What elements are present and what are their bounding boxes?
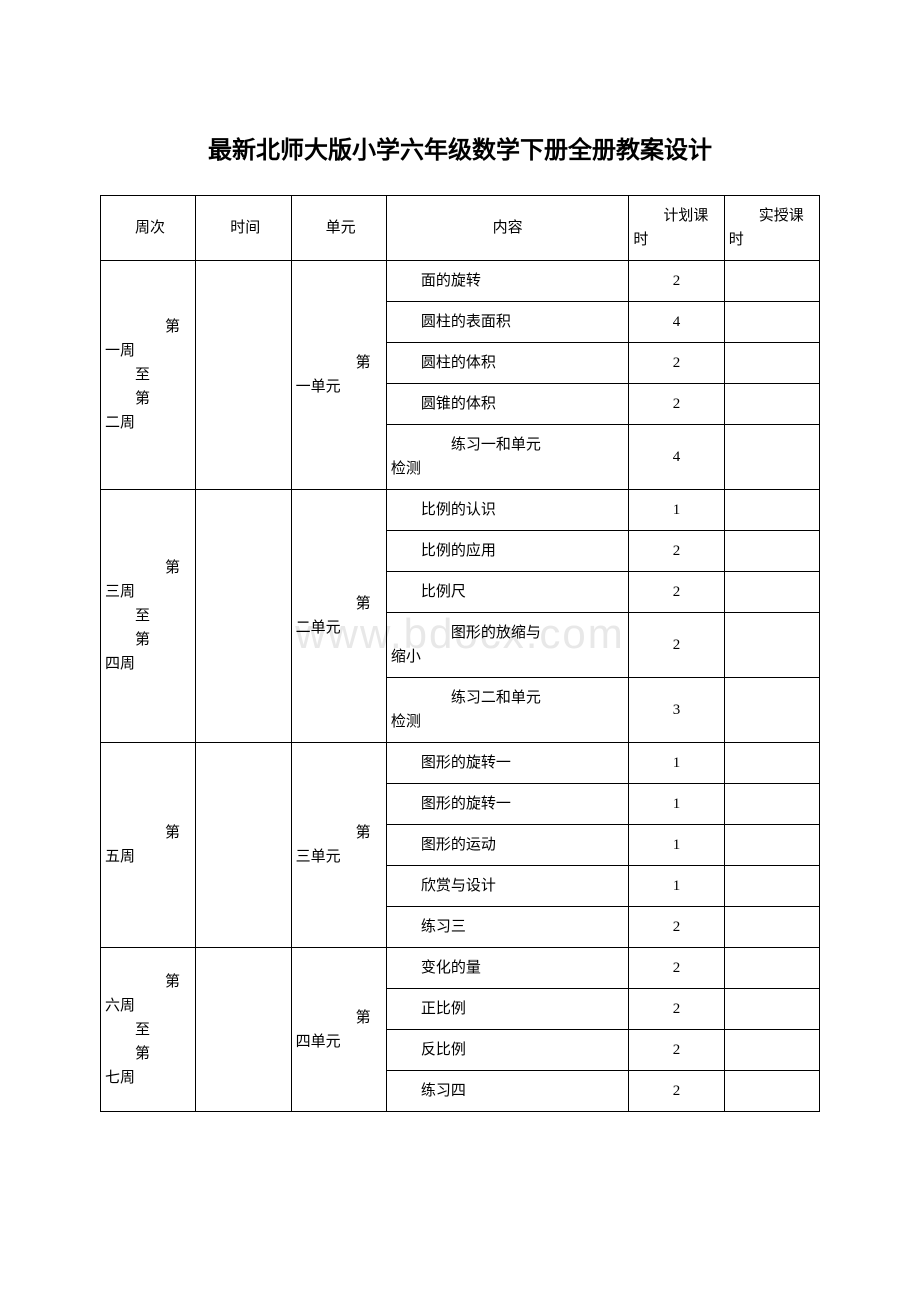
content-cell: 正比例 bbox=[386, 989, 629, 1030]
unit-cell: 第三单元 bbox=[291, 743, 386, 948]
planned-cell: 2 bbox=[629, 1030, 724, 1071]
planned-cell: 4 bbox=[629, 425, 724, 490]
planned-cell: 2 bbox=[629, 343, 724, 384]
actual-cell bbox=[724, 825, 819, 866]
header-planned: 计划课时 bbox=[629, 196, 724, 261]
header-actual: 实授课时 bbox=[724, 196, 819, 261]
planned-cell: 2 bbox=[629, 948, 724, 989]
content-cell: 比例尺 bbox=[386, 572, 629, 613]
time-cell bbox=[196, 261, 291, 490]
header-time: 时间 bbox=[196, 196, 291, 261]
actual-cell bbox=[724, 384, 819, 425]
unit-cell: 第一单元 bbox=[291, 261, 386, 490]
planned-cell: 1 bbox=[629, 784, 724, 825]
header-week: 周次 bbox=[101, 196, 196, 261]
table-row: 第三周 至 第四周 第二单元 比例的认识 1 bbox=[101, 490, 820, 531]
content-cell: 面的旋转 bbox=[386, 261, 629, 302]
planned-cell: 2 bbox=[629, 907, 724, 948]
table-row: 第一周 至 第二周 第一单元 面的旋转 2 bbox=[101, 261, 820, 302]
unit-cell: 第四单元 bbox=[291, 948, 386, 1112]
actual-cell bbox=[724, 572, 819, 613]
planned-cell: 2 bbox=[629, 531, 724, 572]
planned-cell: 1 bbox=[629, 743, 724, 784]
time-cell bbox=[196, 743, 291, 948]
content-cell: 反比例 bbox=[386, 1030, 629, 1071]
content-cell: 变化的量 bbox=[386, 948, 629, 989]
content-cell: 图形的旋转一 bbox=[386, 784, 629, 825]
planned-cell: 1 bbox=[629, 490, 724, 531]
week-cell: 第六周 至 第七周 bbox=[101, 948, 196, 1112]
actual-cell bbox=[724, 784, 819, 825]
content-cell: 比例的应用 bbox=[386, 531, 629, 572]
header-content: 内容 bbox=[386, 196, 629, 261]
actual-cell bbox=[724, 302, 819, 343]
actual-cell bbox=[724, 1030, 819, 1071]
content-cell: 练习三 bbox=[386, 907, 629, 948]
week-cell: 第五周 bbox=[101, 743, 196, 948]
actual-cell bbox=[724, 678, 819, 743]
content-cell: 图形的运动 bbox=[386, 825, 629, 866]
content-cell: 练习一和单元检测 bbox=[386, 425, 629, 490]
schedule-table: 周次 时间 单元 内容 计划课时 实授课时 第一周 至 第二周 第一单元 面的旋… bbox=[100, 195, 820, 1112]
content-cell: 比例的认识 bbox=[386, 490, 629, 531]
week-cell: 第一周 至 第二周 bbox=[101, 261, 196, 490]
planned-cell: 1 bbox=[629, 866, 724, 907]
actual-cell bbox=[724, 531, 819, 572]
content-cell: 圆柱的表面积 bbox=[386, 302, 629, 343]
actual-cell bbox=[724, 989, 819, 1030]
actual-cell bbox=[724, 425, 819, 490]
planned-cell: 2 bbox=[629, 572, 724, 613]
content-cell: 圆柱的体积 bbox=[386, 343, 629, 384]
header-unit: 单元 bbox=[291, 196, 386, 261]
unit-cell: 第二单元 bbox=[291, 490, 386, 743]
planned-cell: 2 bbox=[629, 384, 724, 425]
planned-cell: 2 bbox=[629, 1071, 724, 1112]
actual-cell bbox=[724, 490, 819, 531]
table-header-row: 周次 时间 单元 内容 计划课时 实授课时 bbox=[101, 196, 820, 261]
week-cell: 第三周 至 第四周 bbox=[101, 490, 196, 743]
actual-cell bbox=[724, 866, 819, 907]
content-cell: 图形的旋转一 bbox=[386, 743, 629, 784]
content-cell: 欣赏与设计 bbox=[386, 866, 629, 907]
actual-cell bbox=[724, 743, 819, 784]
page-title: 最新北师大版小学六年级数学下册全册教案设计 bbox=[100, 130, 820, 165]
actual-cell bbox=[724, 907, 819, 948]
planned-cell: 1 bbox=[629, 825, 724, 866]
actual-cell bbox=[724, 948, 819, 989]
content-cell: 图形的放缩与缩小 bbox=[386, 613, 629, 678]
table-row: 第六周 至 第七周 第四单元 变化的量 2 bbox=[101, 948, 820, 989]
actual-cell bbox=[724, 613, 819, 678]
planned-cell: 2 bbox=[629, 261, 724, 302]
planned-cell: 2 bbox=[629, 613, 724, 678]
content-cell: 练习二和单元检测 bbox=[386, 678, 629, 743]
time-cell bbox=[196, 948, 291, 1112]
planned-cell: 4 bbox=[629, 302, 724, 343]
actual-cell bbox=[724, 343, 819, 384]
content-cell: 圆锥的体积 bbox=[386, 384, 629, 425]
table-wrapper: 周次 时间 单元 内容 计划课时 实授课时 第一周 至 第二周 第一单元 面的旋… bbox=[100, 195, 820, 1112]
planned-cell: 2 bbox=[629, 989, 724, 1030]
actual-cell bbox=[724, 1071, 819, 1112]
actual-cell bbox=[724, 261, 819, 302]
table-row: 第五周 第三单元 图形的旋转一 1 bbox=[101, 743, 820, 784]
time-cell bbox=[196, 490, 291, 743]
content-cell: 练习四 bbox=[386, 1071, 629, 1112]
planned-cell: 3 bbox=[629, 678, 724, 743]
